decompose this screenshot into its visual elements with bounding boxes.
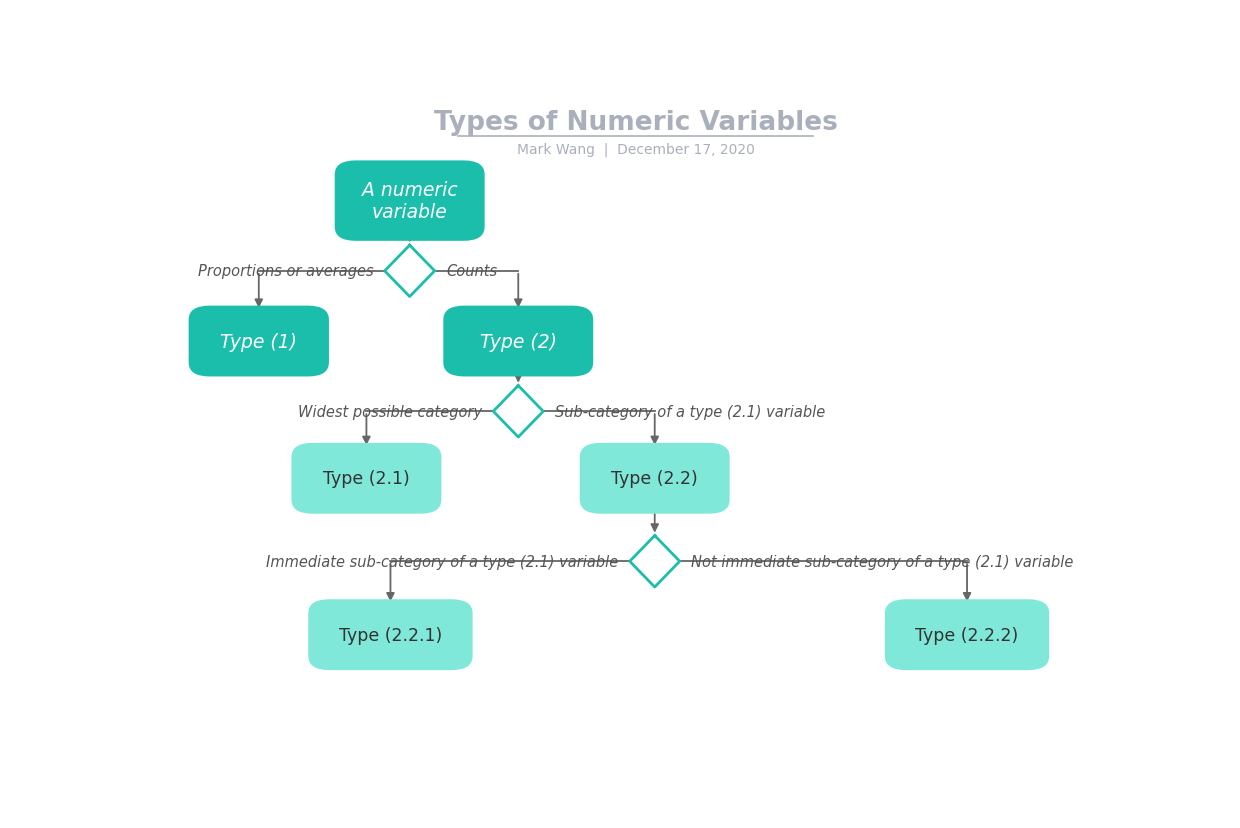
Polygon shape [384,246,435,297]
FancyBboxPatch shape [188,306,329,377]
FancyBboxPatch shape [444,306,593,377]
Text: Type (1): Type (1) [221,332,298,351]
Text: Type (2.1): Type (2.1) [324,469,409,488]
Text: Counts: Counts [446,264,497,279]
FancyBboxPatch shape [309,599,472,671]
Text: Immediate sub-category of a type (2.1) variable: Immediate sub-category of a type (2.1) v… [265,554,619,569]
Text: Proportions or averages: Proportions or averages [197,264,373,279]
FancyBboxPatch shape [580,443,729,514]
Text: Sub-category of a type (2.1) variable: Sub-category of a type (2.1) variable [554,404,825,419]
Text: Mark Wang  |  December 17, 2020: Mark Wang | December 17, 2020 [517,142,754,156]
FancyBboxPatch shape [885,599,1049,671]
Polygon shape [630,536,680,587]
Text: Type (2.2.2): Type (2.2.2) [915,626,1019,644]
Text: A numeric
variable: A numeric variable [362,181,458,222]
Text: Types of Numeric Variables: Types of Numeric Variables [434,110,837,136]
FancyBboxPatch shape [291,443,441,514]
Text: Type (2): Type (2) [480,332,557,351]
Polygon shape [494,386,543,437]
Text: Type (2.2): Type (2.2) [611,469,698,488]
Text: Type (2.2.1): Type (2.2.1) [339,626,443,644]
Text: Widest possible category: Widest possible category [298,404,481,419]
Text: Not immediate sub-category of a type (2.1) variable: Not immediate sub-category of a type (2.… [691,554,1074,569]
FancyBboxPatch shape [335,161,485,242]
